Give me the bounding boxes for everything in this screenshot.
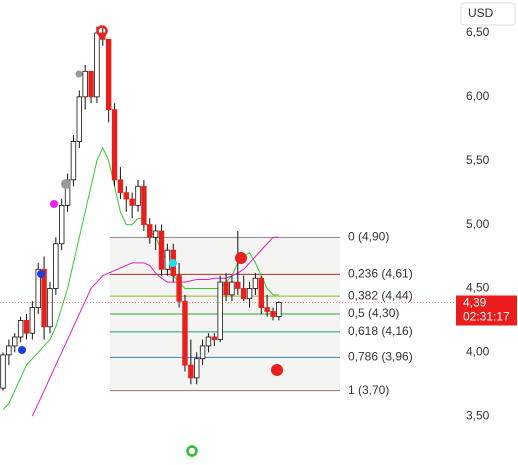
candle-body: [258, 277, 264, 309]
candle-body: [76, 96, 83, 142]
candle-body: [129, 198, 135, 206]
candle-body: [223, 281, 229, 296]
y-tick-label: 5,50: [466, 153, 490, 167]
fib-label: 0,618 (4,16): [348, 324, 413, 338]
candle-body: [117, 179, 124, 194]
y-tick-label: 4,50: [466, 281, 490, 295]
candle-body: [105, 38, 112, 111]
candle-body: [70, 141, 77, 181]
signal-markers: [18, 25, 283, 457]
fib-label: 0,382 (4,44): [348, 288, 413, 302]
candle-body: [53, 243, 59, 289]
fib-label: 0,236 (4,61): [348, 267, 413, 281]
signal-marker: [75, 70, 83, 78]
candle-body: [252, 277, 259, 289]
y-tick-label: 6,50: [466, 25, 490, 39]
button-frame[interactable]: [460, 2, 516, 26]
candle-body: [41, 268, 47, 328]
candle-body: [82, 70, 88, 98]
signal-marker: [61, 179, 71, 189]
candle-body: [240, 288, 247, 300]
candle-body: [94, 32, 100, 98]
candle-body: [123, 192, 129, 200]
fib-label: 1 (3,70): [348, 383, 389, 397]
candle-body: [199, 345, 206, 360]
price-timer: 02:31:17: [463, 310, 510, 324]
candle-body: [0, 354, 6, 389]
price-value: 4,39: [463, 296, 487, 310]
candle-body: [264, 307, 270, 312]
candle-body: [147, 224, 153, 238]
candle-body: [12, 336, 18, 347]
candle-body: [229, 281, 235, 296]
candle-body: [276, 302, 282, 317]
fib-label: 0,5 (4,30): [348, 306, 399, 320]
signal-marker: [96, 25, 108, 37]
candle-body: [135, 185, 141, 206]
y-tick-label: 6,00: [466, 89, 490, 103]
candle-body: [152, 230, 159, 238]
signal-marker: [186, 445, 198, 457]
signal-marker: [169, 259, 177, 267]
price-box: [456, 295, 517, 326]
y-tick-label: 5,00: [466, 217, 490, 231]
candle-body: [235, 281, 241, 289]
fib-label: 0,786 (3,96): [348, 350, 413, 364]
candle-body: [164, 249, 171, 270]
candle-body: [6, 345, 12, 356]
candle-body: [205, 336, 212, 347]
y-tick-label: 3,50: [466, 408, 490, 422]
candle-body: [29, 307, 36, 334]
candle-body: [59, 205, 65, 245]
fib-label: 0 (4,90): [348, 230, 389, 244]
currency-button[interactable]: USD: [460, 2, 516, 26]
signal-marker: [235, 252, 247, 264]
candle-body: [141, 185, 147, 225]
candle-body: [35, 268, 41, 309]
currency-label[interactable]: USD: [468, 6, 494, 20]
candle-body: [194, 358, 200, 379]
signal-marker: [37, 270, 45, 278]
candle-body: [47, 288, 53, 328]
candle-body: [88, 70, 94, 98]
y-tick-label: 4,00: [466, 344, 490, 358]
signal-marker: [50, 200, 58, 208]
candle-body: [211, 336, 218, 340]
candle-body: [182, 300, 188, 366]
signal-marker: [271, 364, 283, 376]
candle-body: [176, 275, 182, 302]
indicator-line: [2, 146, 279, 411]
candle-body: [17, 319, 24, 338]
candle-body: [246, 288, 253, 300]
signal-marker: [18, 346, 26, 354]
candle-body: [270, 311, 276, 317]
candle-body: [158, 230, 165, 270]
candle-body: [111, 109, 118, 181]
candle-body: [217, 281, 223, 340]
candle-body: [188, 364, 194, 379]
candle-body: [23, 319, 30, 334]
